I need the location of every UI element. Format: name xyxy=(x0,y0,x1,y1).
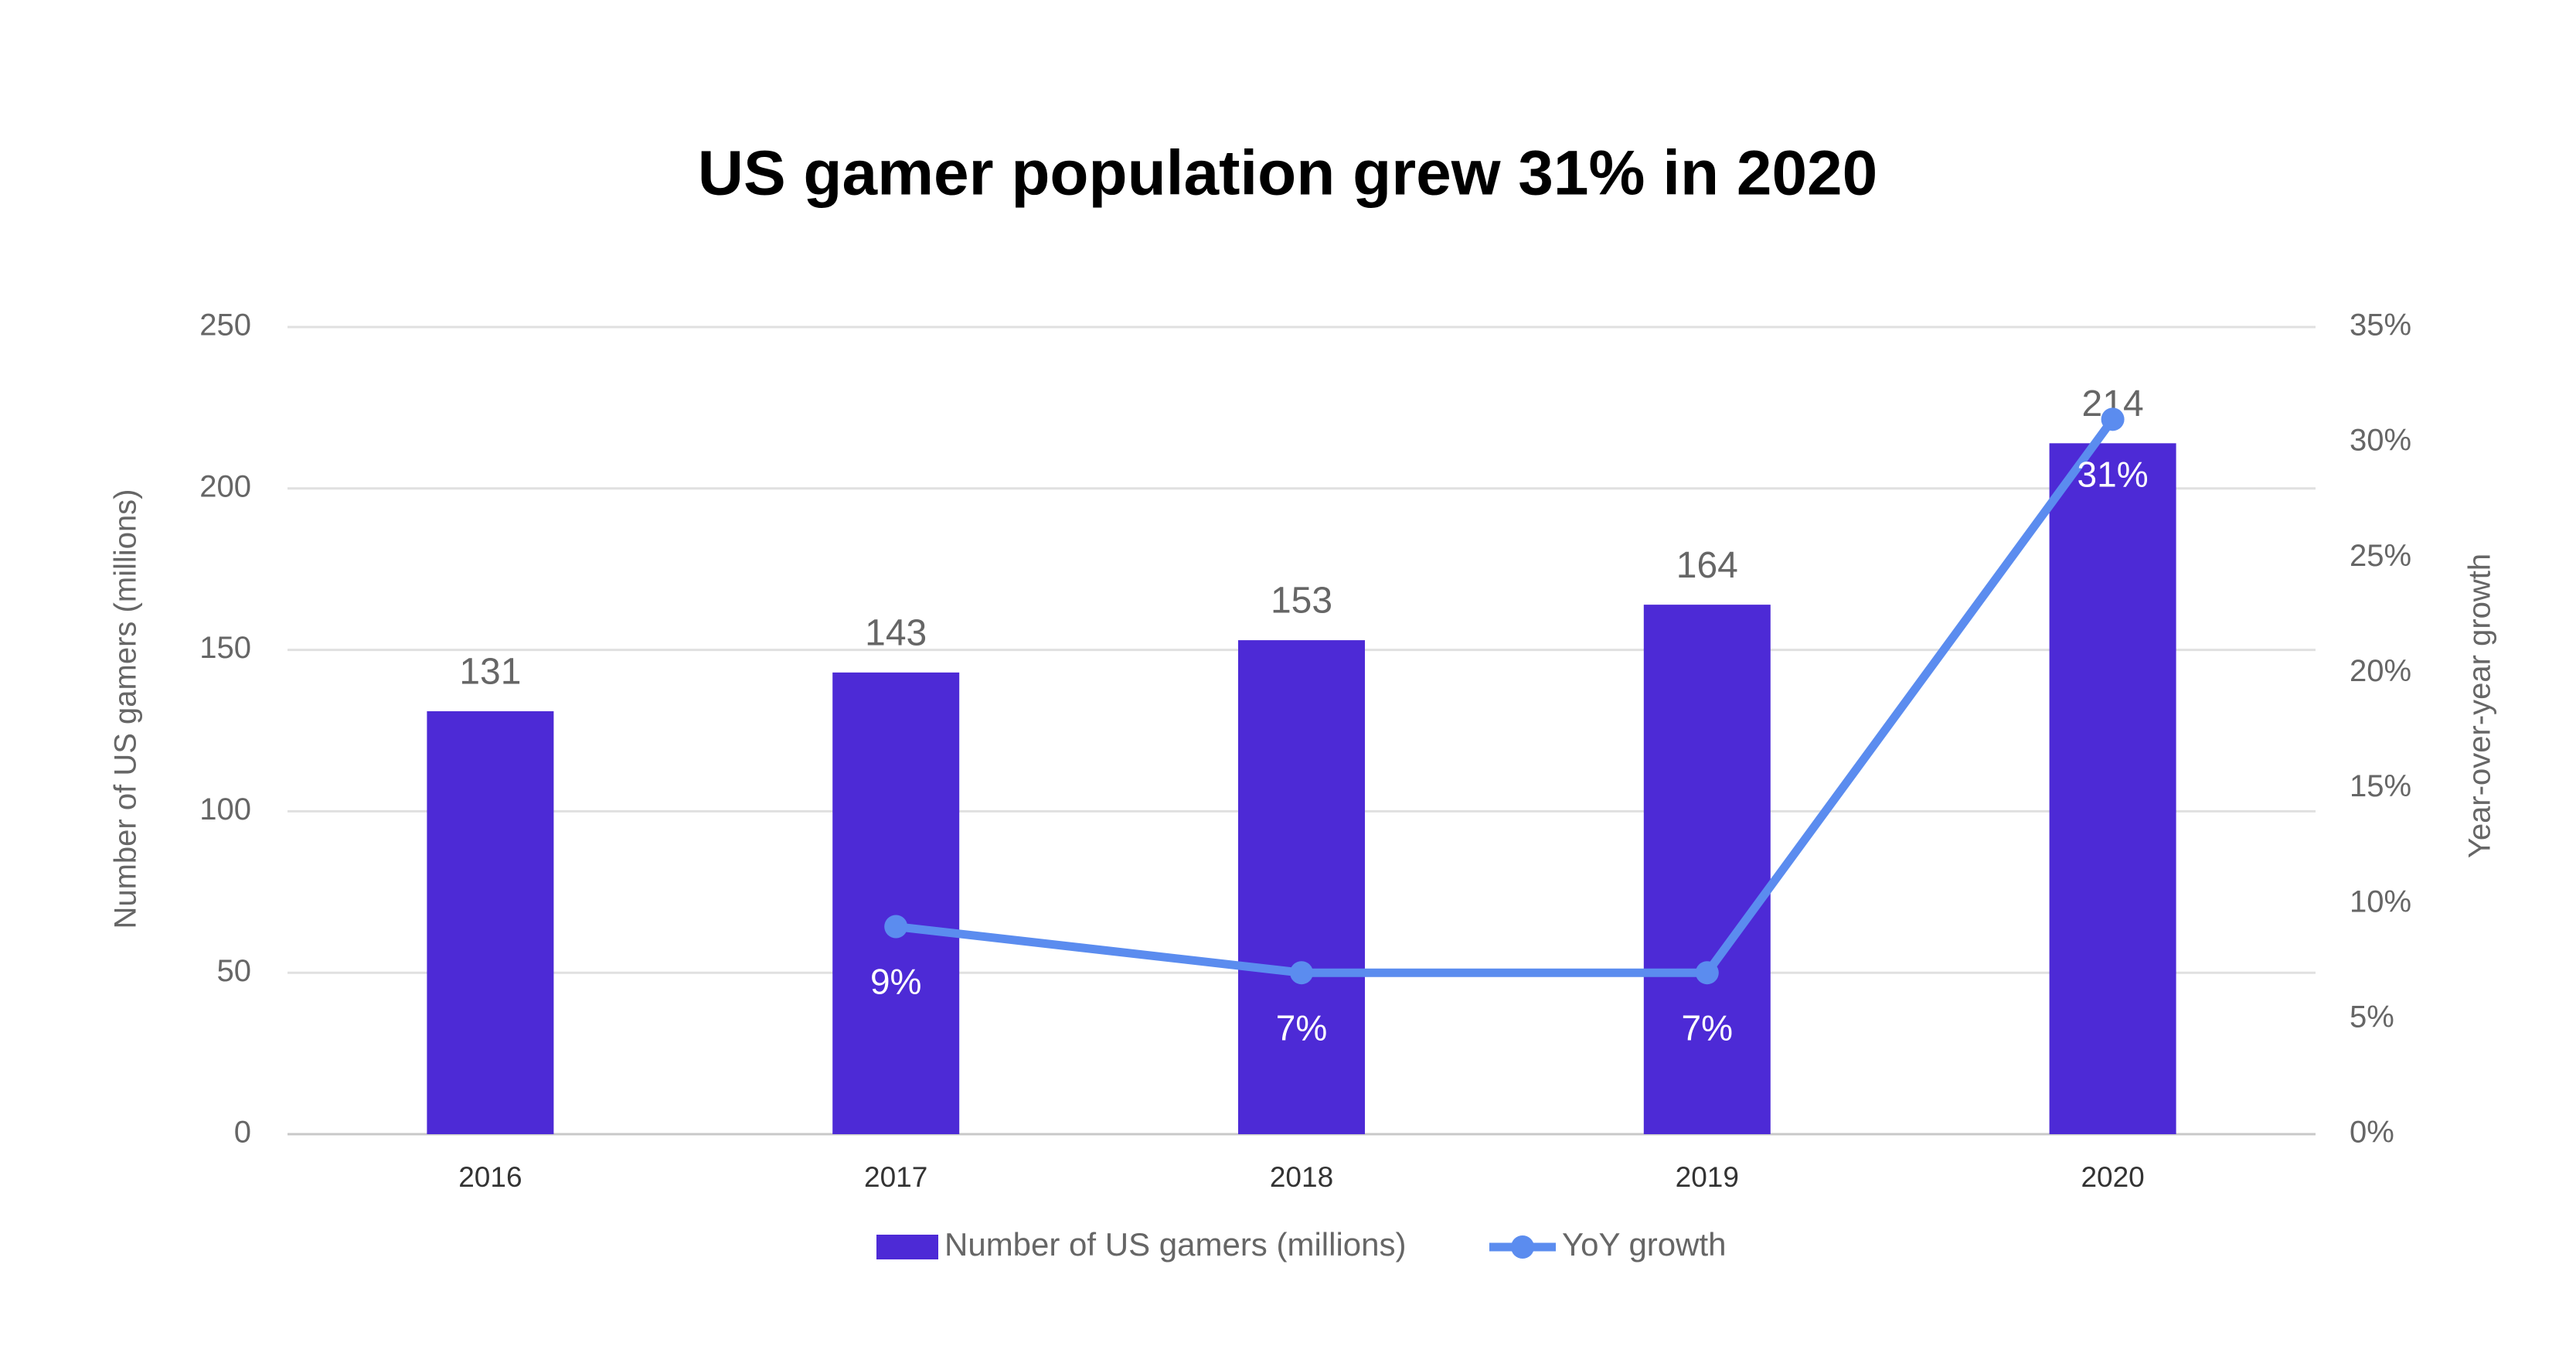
y-tick-label: 50 xyxy=(217,954,252,988)
legend-label: Number of US gamers (millions) xyxy=(944,1226,1406,1263)
line-point xyxy=(1695,961,1719,985)
legend-swatch xyxy=(876,1235,938,1259)
legend-swatch-point xyxy=(1511,1235,1534,1259)
y2-tick-label: 0% xyxy=(2350,1116,2394,1150)
y2-tick-label: 15% xyxy=(2350,769,2411,803)
y2-tick-label: 20% xyxy=(2350,654,2411,688)
bar xyxy=(1238,640,1365,1134)
y-axis-title: Number of US gamers (millions) xyxy=(109,489,143,929)
bar xyxy=(832,672,960,1134)
y2-axis-title: Year-over-year growth xyxy=(2463,554,2497,858)
bar xyxy=(2049,443,2176,1134)
line-point xyxy=(1290,961,1313,985)
y-tick-label: 0 xyxy=(234,1116,251,1150)
y-tick-label: 100 xyxy=(199,792,251,826)
legend-label: YoY growth xyxy=(1562,1226,1727,1263)
line-point xyxy=(884,915,908,939)
y2-tick-label: 30% xyxy=(2350,424,2411,458)
line xyxy=(895,417,2117,977)
line-point xyxy=(2101,407,2125,431)
y-tick-label: 250 xyxy=(199,308,251,342)
bar-value-label: 164 xyxy=(1676,545,1738,586)
x-tick-label: 2016 xyxy=(458,1161,522,1193)
x-tick-label: 2019 xyxy=(1676,1161,1739,1193)
chart-title: US gamer population grew 31% in 2020 xyxy=(698,138,1878,209)
x-tick-label: 2020 xyxy=(2081,1161,2144,1193)
bar-value-label: 131 xyxy=(459,652,521,693)
y2-tick-label: 10% xyxy=(2350,884,2411,918)
bar xyxy=(1643,605,1771,1134)
line-value-label: 7% xyxy=(1276,1007,1327,1048)
x-tick-label: 2017 xyxy=(864,1161,927,1193)
y2-tick-label: 35% xyxy=(2350,308,2411,342)
y2-tick-label: 5% xyxy=(2350,1000,2394,1034)
y-tick-label: 150 xyxy=(199,631,251,665)
line-value-label: 9% xyxy=(870,962,921,1002)
line-value-label: 31% xyxy=(2077,454,2149,494)
y-tick-label: 200 xyxy=(199,469,251,503)
y2-tick-label: 25% xyxy=(2350,539,2411,573)
x-tick-label: 2018 xyxy=(1270,1161,1333,1193)
bar xyxy=(427,710,554,1134)
bar-value-label: 143 xyxy=(865,613,927,654)
bar-value-label: 153 xyxy=(1271,581,1332,622)
line-value-label: 7% xyxy=(1682,1007,1733,1048)
